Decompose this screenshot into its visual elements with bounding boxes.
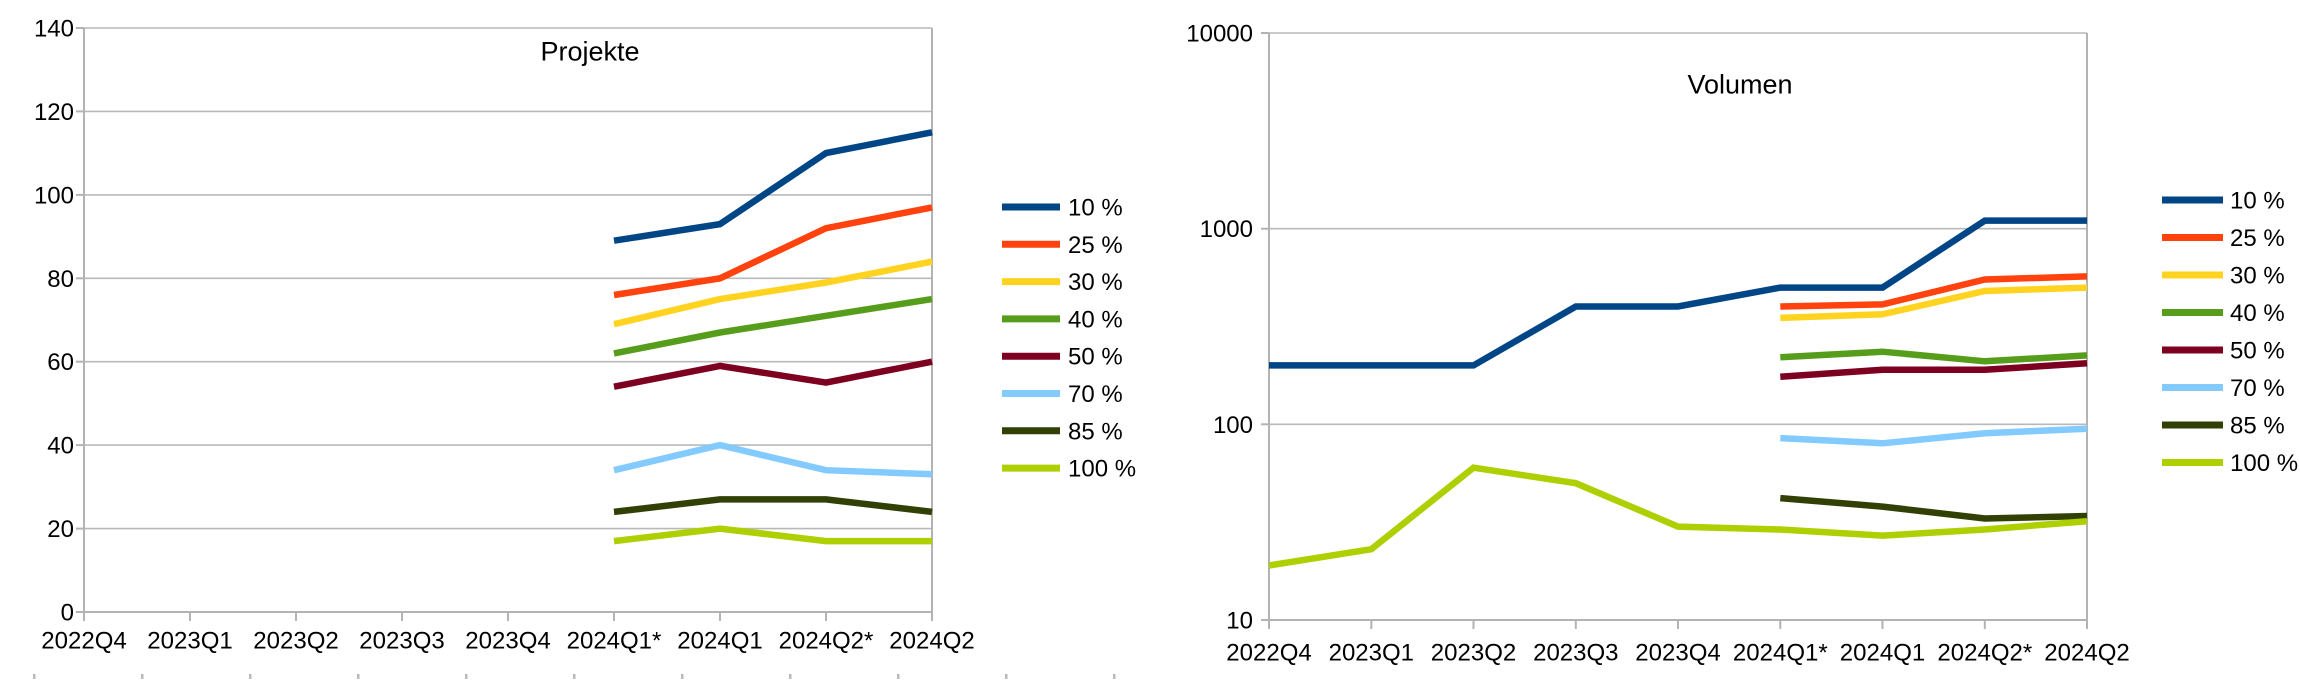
x-axis-label: 2022Q4 (41, 628, 126, 655)
y-axis-label: 100 (1213, 412, 1253, 439)
cropped-tick-artifact (1005, 674, 1008, 679)
x-axis-label: 2024Q1 (1840, 640, 1925, 667)
series-line-85% (613, 496, 933, 516)
x-axis-label: 2023Q3 (359, 628, 444, 655)
cropped-tick-artifact (789, 674, 792, 679)
y-axis-label: 20 (47, 516, 74, 543)
series-line-30% (613, 258, 933, 328)
legend-label: 10 % (1068, 195, 1123, 222)
legend-label: 50 % (2230, 338, 2285, 365)
cropped-tick-artifact (357, 674, 360, 679)
legend-label: 40 % (1068, 306, 1123, 333)
series-line-40% (1780, 348, 2088, 365)
series-line-100% (1268, 464, 2088, 569)
x-axis-label: 2024Q2* (779, 628, 874, 655)
series-line-70% (1780, 425, 2088, 447)
y-axis-label: 120 (34, 99, 74, 126)
series-line-25% (613, 204, 933, 299)
legend-label: 40 % (2230, 300, 2285, 327)
legend-item: 25 % (2162, 225, 2285, 252)
y-axis-label: 60 (47, 349, 74, 376)
series-line-100% (613, 525, 932, 545)
cropped-tick-artifact (141, 674, 144, 679)
legend-item: 10 % (1002, 195, 1123, 222)
legend-item: 40 % (1002, 306, 1123, 333)
x-axis-label: 2024Q1 (677, 628, 762, 655)
legend-label: 25 % (2230, 225, 2285, 252)
legend-item: 85 % (1002, 418, 1123, 445)
series-line-30% (1780, 284, 2088, 322)
legend: 10 % 25 % 30 % 40 % 50 % 70 % 85 % 100 % (2162, 188, 2298, 477)
y-axis-label: 0 (61, 600, 74, 627)
x-axis-label: 2023Q4 (465, 628, 550, 655)
chart-volumen: 10 100 1000 10000 2022Q4 2023Q1 2023Q2 2023Q3 20… (1186, 21, 2298, 667)
legend-item: 85 % (2162, 413, 2285, 440)
legend-label: 100 % (2230, 450, 2298, 477)
cropped-tick-artifact (33, 674, 36, 679)
series-line-10% (613, 129, 933, 244)
legend-label: 85 % (1068, 418, 1123, 445)
x-axis-label: 2023Q1 (1329, 640, 1414, 667)
legend-label: 85 % (2230, 413, 2285, 440)
series-line-70% (613, 441, 933, 478)
x-axis-label: 2024Q1* (567, 628, 662, 655)
legend-item: 30 % (1002, 269, 1123, 296)
y-axis-label: 80 (47, 266, 74, 293)
y-axis-label: 140 (34, 16, 74, 43)
chart-projekte: 0 20 40 60 80 100 120 140 2022Q4 2023Q1 2023Q2 2023… (33, 16, 1136, 679)
legend-item: 10 % (2162, 188, 2285, 215)
x-axis-label: 2024Q2* (1937, 640, 2032, 667)
y-axis-label: 10 (1226, 608, 1253, 635)
x-axis-label: 2024Q1* (1733, 640, 1828, 667)
legend-label: 10 % (2230, 188, 2285, 215)
cropped-tick-artifact (1113, 674, 1116, 679)
x-axis-label: 2023Q4 (1635, 640, 1720, 667)
series-line-40% (613, 295, 933, 357)
legend-item: 70 % (1002, 381, 1123, 408)
x-axis-label: 2022Q4 (1226, 640, 1311, 667)
legend-item: 25 % (1002, 232, 1123, 259)
legend-label: 100 % (1068, 456, 1136, 483)
series-line-85% (1780, 494, 2088, 522)
cropped-tick-artifact (465, 674, 468, 679)
legend-item: 100 % (1002, 456, 1136, 483)
legend-label: 50 % (1068, 344, 1123, 371)
y-axis-label: 1000 (1200, 216, 1253, 243)
cropped-tick-artifact (573, 674, 576, 679)
y-axis-label: 100 (34, 182, 74, 209)
chart-title-volumen: Volumen (1687, 69, 1793, 100)
x-axis-label: 2024Q2 (889, 628, 974, 655)
legend-label: 70 % (1068, 381, 1123, 408)
series-line-25% (1780, 273, 2088, 310)
x-axis-label: 2023Q3 (1533, 640, 1618, 667)
legend-label: 30 % (2230, 263, 2285, 290)
cropped-tick-artifact (897, 674, 900, 679)
x-axis-label: 2024Q2 (2044, 640, 2129, 667)
legend-item: 50 % (1002, 344, 1123, 371)
legend-item: 100 % (2162, 450, 2298, 477)
legend-item: 30 % (2162, 263, 2285, 290)
legend-label: 25 % (1068, 232, 1123, 259)
legend-item: 40 % (2162, 300, 2285, 327)
y-axis-label: 10000 (1186, 21, 1253, 48)
series-line-50% (613, 358, 933, 390)
x-axis-label: 2023Q2 (1431, 640, 1516, 667)
legend-item: 70 % (2162, 375, 2285, 402)
x-axis-label: 2023Q2 (253, 628, 338, 655)
legend-item: 50 % (2162, 338, 2285, 365)
y-axis-label: 40 (47, 433, 74, 460)
cropped-tick-artifact (681, 674, 684, 679)
series-line-10% (1269, 217, 2087, 369)
legend-label: 30 % (1068, 269, 1123, 296)
legend: 10 % 25 % 30 % 40 % 50 % 70 % 85 % 100 % (1002, 195, 1136, 483)
chart-title-projekte: Projekte (540, 36, 640, 67)
cropped-tick-artifact (249, 674, 252, 679)
x-axis-label: 2023Q1 (147, 628, 232, 655)
series-line-50% (1780, 360, 2088, 381)
legend-label: 70 % (2230, 375, 2285, 402)
